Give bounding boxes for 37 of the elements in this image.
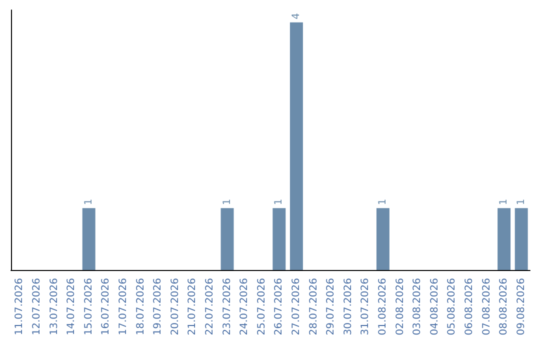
x-tick-label: 08.08.2026 xyxy=(498,278,510,336)
data-label: 1 xyxy=(222,198,233,206)
x-tick-label: 04.08.2026 xyxy=(429,278,440,336)
x-tick-label: 15.07.2026 xyxy=(83,278,94,336)
x-tick-label: 13.07.2026 xyxy=(48,278,60,336)
x-tick-label: 26.07.2026 xyxy=(274,278,285,336)
x-tick-label: 20.07.2026 xyxy=(170,278,181,336)
x-tick-label: 01.08.2026 xyxy=(377,278,388,336)
x-tick-label: 05.08.2026 xyxy=(446,278,458,336)
data-label: 1 xyxy=(274,198,285,206)
x-tick-label: 29.07.2026 xyxy=(326,278,337,336)
x-tick-label: 22.07.2026 xyxy=(204,278,216,336)
x-tick-label: 12.07.2026 xyxy=(31,278,42,336)
x-tick-label: 02.08.2026 xyxy=(394,278,406,336)
x-tick-label: 19.07.2026 xyxy=(152,278,164,336)
x-tick-label: 18.07.2026 xyxy=(135,278,146,336)
x-tick-label: 28.07.2026 xyxy=(308,278,320,336)
x-tick-label: 24.07.2026 xyxy=(239,278,250,336)
x-tick-label: 25.07.2026 xyxy=(256,278,268,336)
x-tick-label: 16.07.2026 xyxy=(100,278,112,336)
data-label: 1 xyxy=(516,198,527,206)
x-tick-label: 14.07.2026 xyxy=(66,278,78,336)
x-tick-label: 31.07.2026 xyxy=(360,278,372,336)
data-label: 1 xyxy=(83,198,94,206)
x-tick-label: 03.08.2026 xyxy=(412,278,424,336)
data-label: 4 xyxy=(290,13,302,20)
x-tick-label: 27.07.2026 xyxy=(290,278,302,336)
x-tick-label: 11.07.2026 xyxy=(14,278,26,336)
x-tick-label: 21.07.2026 xyxy=(187,278,198,336)
data-label: 1 xyxy=(377,198,388,206)
x-tick-label: 17.07.2026 xyxy=(118,278,129,336)
x-tick-label: 30.07.2026 xyxy=(342,278,354,336)
x-tick-label: 06.08.2026 xyxy=(464,278,475,336)
x-tick-label: 07.08.2026 xyxy=(481,278,492,336)
data-label: 1 xyxy=(498,198,510,206)
x-tick-label: 09.08.2026 xyxy=(516,278,527,336)
x-tick-label: 23.07.2026 xyxy=(222,278,233,336)
